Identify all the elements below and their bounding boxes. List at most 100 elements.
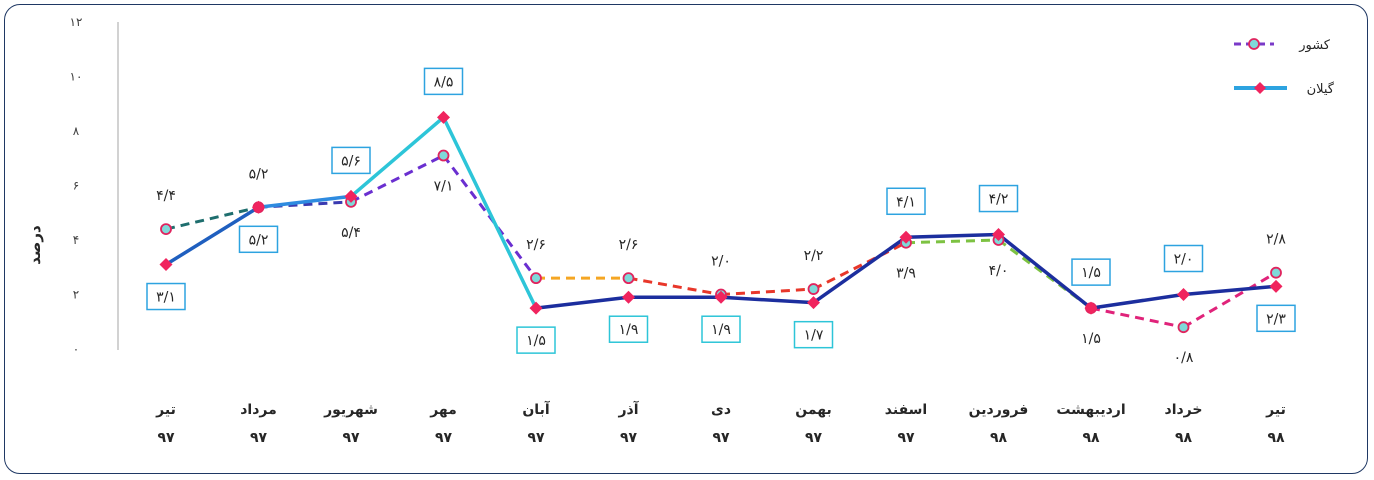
national-line-segment [812, 241, 907, 291]
gilan-label-box [146, 282, 186, 311]
gilan-label-box [608, 315, 649, 343]
national-line-segment [165, 205, 259, 231]
y-axis-label: درصد [26, 225, 44, 265]
gilan-label-box [1256, 304, 1296, 333]
national-line-segment [1090, 306, 1184, 329]
gilan-data-label: ۴/۲ [989, 192, 1009, 208]
gilan-line-segment [441, 115, 538, 310]
national-point [437, 149, 450, 162]
national-point [1177, 321, 1190, 334]
gilan-line-segment [811, 235, 908, 305]
x-category-month: تیر [1265, 402, 1286, 418]
x-category-month: خرداد [1165, 402, 1203, 418]
gilan-line-segment [904, 232, 1001, 240]
legend-item-gilan: گیلان [1234, 81, 1335, 97]
x-category-year: ۹۷ [435, 430, 453, 446]
national-line-segment [442, 154, 538, 280]
gilan-point [992, 228, 1005, 242]
gilan-line-segment [256, 194, 353, 210]
y-tick-label: ۲ [73, 288, 79, 302]
x-category-year: ۹۷ [805, 430, 823, 446]
national-line-segment [628, 276, 722, 296]
national-line-segment [905, 238, 999, 245]
gilan-label-box [701, 315, 741, 343]
gilan-point [714, 290, 728, 304]
gilan-data-label: ۱/۹ [711, 322, 731, 338]
gilan-label-box [1071, 258, 1111, 286]
gilan-label-box [423, 67, 464, 96]
gilan-data-label: ۸/۵ [434, 74, 454, 90]
x-category-year: ۹۸ [1267, 430, 1285, 446]
gilan-point [344, 189, 358, 203]
gilan-data-label: ۴/۱ [896, 194, 916, 210]
national-point [1270, 266, 1282, 279]
x-category-year: ۹۷ [527, 430, 545, 446]
y-tick-label: ۴ [73, 233, 79, 247]
national-line-segment [720, 287, 814, 296]
gilan-data-label: ۲/۳ [1266, 311, 1286, 327]
x-category-year: ۹۸ [1082, 430, 1100, 446]
gilan-line-segment [534, 295, 631, 310]
gilan-point [1084, 301, 1098, 315]
data-labels: ۴/۴ ۵/۲ ۵/۴ ۷/۱ ۲/۶ ۲/۶ ۲/۰ ۲/۲ ۳/۹ ۴/۰ ۱/۵ ۰/۸ ۲/۸ ۳… [146, 67, 1296, 366]
legend-marker-gilan [1254, 82, 1266, 94]
national-point [530, 272, 542, 285]
national-data-label: ۲/۸ [1266, 232, 1286, 248]
gilan-data-label: ۵/۶ [341, 153, 361, 169]
national-data-label: ۲/۰ [711, 254, 731, 270]
x-category-year: ۹۷ [157, 430, 175, 446]
gilan-point [437, 110, 450, 124]
national-line-segment [350, 154, 445, 204]
gilan-label-box [793, 320, 834, 349]
gilan-data-label: ۱/۵ [526, 333, 546, 349]
y-tick-label: ۰ [73, 342, 79, 356]
gilan-point [529, 301, 543, 315]
y-tick-label: ۸ [73, 124, 80, 138]
x-category-year: ۹۷ [712, 430, 730, 446]
chart-frame [4, 4, 1368, 474]
gilan-point [159, 258, 173, 272]
x-category-year: ۹۷ [250, 430, 268, 446]
national-data-label: ۲/۶ [526, 237, 546, 253]
gilan-line-segment [349, 115, 446, 199]
gilan-point [807, 296, 820, 310]
y-tick-label: ۶ [73, 179, 79, 193]
gilan-label-box [1163, 244, 1204, 273]
gilan-label-box [978, 184, 1019, 213]
gilan-data-label: ۲/۰ [1174, 252, 1194, 268]
x-category-year: ۹۸ [1175, 430, 1193, 446]
x-category-month: آبان [522, 400, 550, 418]
legend-marker-national [1248, 38, 1260, 50]
y-axis-ticks: ۰ ۲ ۴ ۶ ۸ ۱۰ ۱۲ [70, 15, 83, 356]
gilan-label-box [238, 225, 279, 254]
gilan-point [1177, 288, 1190, 301]
x-category-month: شهریور [323, 402, 378, 418]
x-category-year: ۹۸ [990, 430, 1008, 446]
gilan-point [622, 290, 635, 304]
national-data-label: ۷/۱ [434, 179, 454, 195]
national-data-label: ۱/۵ [1081, 331, 1101, 347]
national-data-label: ۵/۴ [341, 225, 361, 241]
national-data-label: ۴/۴ [156, 188, 176, 204]
gilan-data-label: ۱/۹ [619, 322, 639, 338]
gilan-data-label: ۵/۲ [249, 232, 269, 248]
gilan-label-box [886, 187, 926, 216]
national-line-segment [1182, 271, 1277, 329]
national-data-label: ۴/۰ [989, 263, 1009, 279]
x-category-month: بهمن [795, 402, 831, 418]
x-category-year: ۹۷ [620, 430, 638, 446]
series-markers [159, 110, 1283, 334]
national-data-label: ۲/۲ [804, 248, 824, 264]
legend: کشور گیلان [1234, 38, 1335, 97]
x-category-month: تیر [155, 402, 176, 418]
gilan-line-segment [996, 232, 1093, 310]
series-lines [164, 115, 1278, 329]
gilan-data-label: ۱/۷ [804, 328, 824, 344]
national-data-label: ۰/۸ [1174, 350, 1194, 366]
x-axis-categories: تیر ۹۷ مرداد ۹۷ شهریور ۹۷ مهر ۹۷ آبان ۹۷ آذر ۹۷ دی ۹۷… [155, 400, 1286, 446]
y-tick-label: ۱۲ [70, 15, 83, 29]
x-category-month: فروردین [969, 402, 1029, 418]
national-data-label: ۲/۶ [619, 237, 639, 253]
gilan-data-label: ۱/۵ [1081, 265, 1101, 281]
